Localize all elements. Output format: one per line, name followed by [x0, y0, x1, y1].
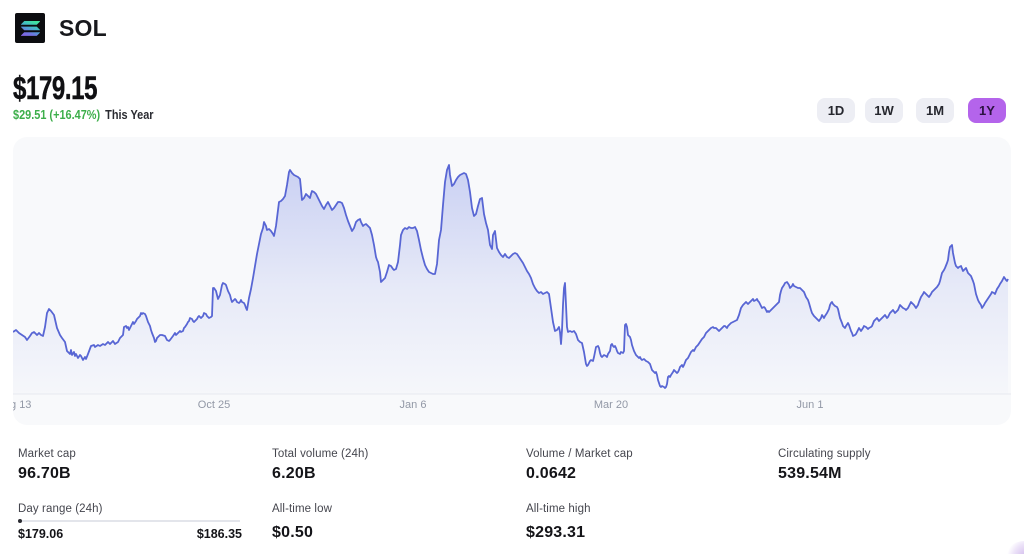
svg-text:Oct 25: Oct 25 — [198, 399, 230, 411]
svg-text:Jan 6: Jan 6 — [400, 399, 427, 411]
svg-text:Aug 13: Aug 13 — [13, 399, 31, 411]
svg-text:Jun 1: Jun 1 — [797, 399, 824, 411]
svg-text:Mar 20: Mar 20 — [594, 399, 628, 411]
